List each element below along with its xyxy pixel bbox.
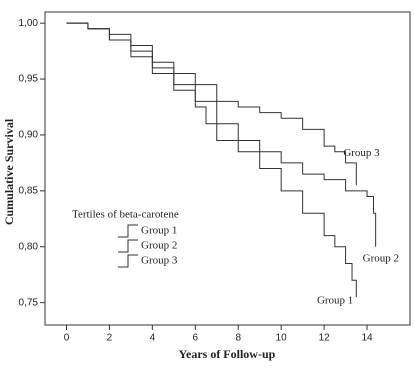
y-tick-label: 0,90 xyxy=(19,130,39,141)
survival-curve xyxy=(66,22,357,186)
legend-symbol xyxy=(118,239,138,253)
x-tick-label: 6 xyxy=(193,333,199,344)
x-tick-label: 4 xyxy=(150,333,156,344)
survival-curve xyxy=(66,22,357,298)
legend-symbol xyxy=(118,224,138,238)
x-tick-label: 10 xyxy=(276,333,288,344)
legend-label: Group 1 xyxy=(141,225,177,237)
x-tick-label: 0 xyxy=(64,333,70,344)
y-tick-label: 0,75 xyxy=(19,297,39,308)
x-tick-label: 2 xyxy=(107,333,113,344)
legend-title: Tertiles of beta-carotene xyxy=(72,209,179,221)
y-tick-label: 1,00 xyxy=(19,18,39,29)
plot-frame xyxy=(44,11,411,326)
curve-label: Group 3 xyxy=(343,147,380,159)
legend-label: Group 2 xyxy=(141,240,177,252)
y-tick-label: 0,80 xyxy=(19,241,39,252)
curve-label: Group 2 xyxy=(363,252,399,264)
y-axis-label: Cumulative Survival xyxy=(2,118,16,225)
x-tick-label: 14 xyxy=(361,333,373,344)
x-tick-label: 12 xyxy=(319,333,331,344)
y-tick-label: 0,85 xyxy=(19,185,39,196)
y-tick-label: 0,95 xyxy=(19,74,39,85)
x-tick-label: 8 xyxy=(235,333,241,344)
legend-label: Group 3 xyxy=(141,255,178,267)
legend-symbol xyxy=(118,254,138,268)
curve-label: Group 1 xyxy=(317,295,353,307)
x-axis-label: Years of Follow-up xyxy=(179,347,276,361)
